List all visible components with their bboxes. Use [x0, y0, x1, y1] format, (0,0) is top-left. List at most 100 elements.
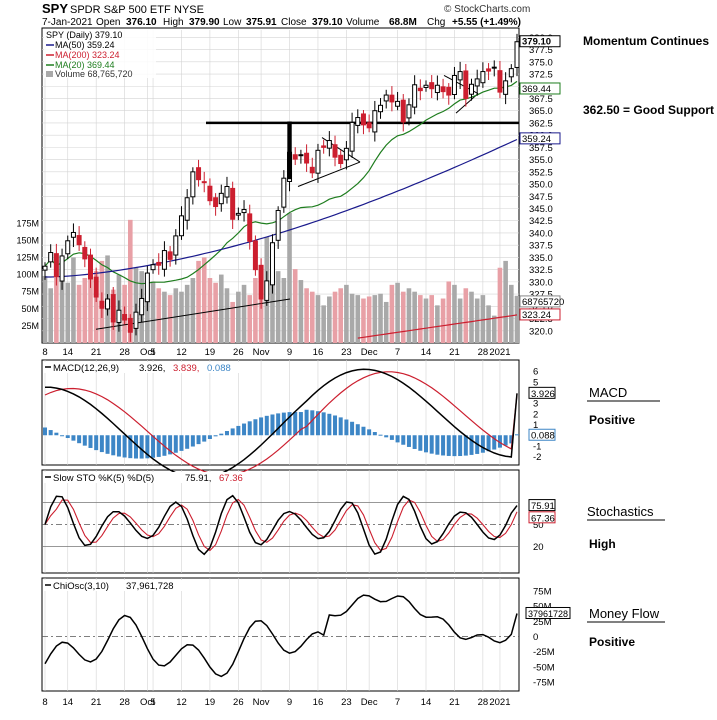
volume-bar — [190, 278, 196, 343]
volume-bar — [93, 271, 99, 343]
candle-body — [82, 246, 88, 260]
candle-body — [241, 208, 247, 214]
candle-body — [332, 144, 338, 158]
quote-line: 7-Jan-2021 Open 376.10 High 379.90 Low 3… — [42, 17, 521, 28]
macd-tick-label: -1 — [533, 441, 541, 452]
candle-body — [366, 122, 372, 129]
macd-histogram-bar — [116, 435, 121, 457]
chi-tick-label: 25M — [533, 617, 552, 628]
macd-histogram-bar — [321, 412, 326, 436]
chi-legend: ChiOsc(3,10) 37,961,728 — [44, 580, 194, 592]
macd-histogram-bar — [253, 419, 258, 436]
volume-bar — [457, 298, 463, 343]
price-tick-label: 320.0 — [529, 326, 553, 337]
x-tick-label-top: 21 — [449, 347, 460, 358]
volume-bar — [82, 278, 88, 343]
x-tick-label-bottom: 26 — [233, 697, 244, 708]
candle-body — [53, 253, 59, 278]
chg-value: +5.55 (+1.49%) — [452, 17, 521, 28]
macd-histogram-bar — [367, 429, 372, 436]
candle-body — [389, 94, 395, 103]
sto-k-line — [44, 494, 518, 556]
macd-histogram-bar — [82, 435, 87, 446]
macd-histogram-bar — [384, 435, 389, 438]
macd-tick-label: 2 — [533, 409, 538, 420]
volume-bar — [184, 284, 190, 343]
macd-histogram-bar — [105, 435, 110, 454]
macd-histogram-bar — [446, 435, 451, 456]
x-tick-label-top: 12 — [176, 347, 187, 358]
candle-body — [235, 212, 241, 216]
price-tick-label: 342.5 — [529, 216, 553, 227]
x-tick-label-bottom: 9 — [287, 697, 292, 708]
volume-bar — [287, 213, 292, 343]
note-mf-title: Money Flow — [589, 606, 660, 621]
macd-histogram-bar — [133, 435, 138, 459]
macd-histogram-bar — [264, 415, 269, 436]
price-tick-label: 355.0 — [529, 155, 553, 166]
volume-bar — [54, 278, 59, 343]
macd-value-tag: 3.926 — [531, 389, 555, 400]
sto-k-tag: 75.91 — [531, 501, 555, 512]
ma50-value-tag-box — [519, 132, 561, 145]
candle-body — [355, 117, 361, 126]
macd-histogram-bar — [242, 423, 247, 436]
candle-body — [144, 272, 150, 303]
volume-bar — [162, 291, 167, 343]
volume-bar — [452, 284, 457, 343]
macd-histogram-bar — [333, 415, 338, 436]
ma20-line — [44, 80, 518, 285]
x-tick-label-bottom: 7 — [395, 697, 400, 708]
x-tick-label-top: 28 — [478, 347, 489, 358]
sto-legend-v2: 67.36 — [219, 473, 243, 484]
candle-body — [201, 181, 207, 184]
close-label: Close — [281, 17, 307, 28]
candle-body — [76, 235, 82, 246]
candle-body — [218, 192, 224, 205]
macd-histogram-bar — [310, 410, 315, 436]
price-tick-label: 352.5 — [529, 167, 553, 178]
candle-body — [156, 261, 162, 266]
macd-histogram-bar — [492, 435, 497, 450]
candle-body — [349, 121, 355, 152]
price-tick-label: 357.5 — [529, 143, 553, 154]
candle-body — [412, 84, 418, 108]
macd-legend-v2: 3.839, — [173, 363, 199, 374]
candle-body — [59, 255, 65, 282]
macd-histogram-bar — [378, 434, 383, 436]
chi-legend-v1: 37,961,728 — [126, 581, 174, 592]
volume-bar — [480, 295, 486, 343]
candle-body — [269, 242, 275, 286]
candle-body — [338, 154, 344, 165]
volume-bar — [48, 288, 53, 343]
macd-tick-label: 1 — [533, 420, 538, 431]
open-value: 376.10 — [126, 17, 157, 28]
macd-legend-v1: 3.926, — [139, 363, 165, 374]
macd-histogram-bar — [139, 435, 144, 459]
candle-body — [133, 311, 139, 329]
stochastic-indicator — [42, 494, 519, 556]
volume-bar — [309, 291, 315, 343]
candle-body — [230, 187, 236, 220]
volume-bar — [366, 296, 372, 343]
candle-body — [480, 71, 486, 84]
candle-body — [184, 197, 190, 221]
candle-body — [423, 84, 429, 88]
x-tick-label-top: Nov — [253, 347, 270, 358]
macd-histogram-bar — [190, 435, 195, 447]
volume-bar — [378, 293, 383, 343]
candle-body — [196, 167, 202, 181]
x-tick-label-top: 14 — [421, 347, 432, 358]
x-tick-label-bottom: 23 — [341, 697, 352, 708]
low-value: 375.91 — [246, 17, 277, 28]
macd-histogram-bar — [458, 435, 463, 457]
candle-body — [503, 80, 509, 95]
volume-bar — [304, 288, 309, 343]
exchange-label: NYSE — [174, 4, 204, 16]
volume-bar — [224, 288, 230, 343]
macd-histogram-bar — [287, 412, 292, 436]
macd-histogram-bar — [452, 435, 457, 457]
volume-tick-label: 100M — [16, 270, 39, 280]
candle-body — [406, 104, 412, 119]
volume-bar — [497, 267, 503, 343]
